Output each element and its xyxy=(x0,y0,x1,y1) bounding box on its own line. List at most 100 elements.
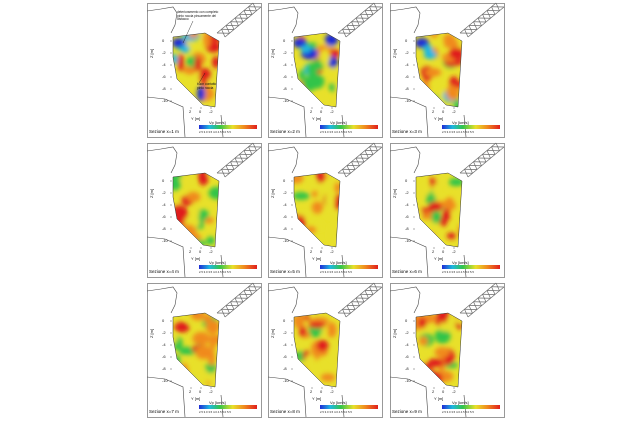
colorbar xyxy=(442,125,500,129)
section-panel: 0 -2 -4 -6 -8 -10 2 0 -2 Z [m] Y [m] Vp [km/s] 2.5 3… xyxy=(267,2,383,138)
y-tick-label: 0 xyxy=(199,389,202,394)
z-tick-label: -2 xyxy=(405,330,409,335)
y-tick-label: -2 xyxy=(330,389,334,394)
section-title: Sezione x=3 m xyxy=(392,129,422,134)
y-axis-label: Y [m] xyxy=(434,116,444,121)
colorbar-ticks: 2.5 3.0 3.5 4.0 4.5 5.0 5.5 xyxy=(442,130,474,134)
z-tick-label: -6 xyxy=(283,74,287,79)
colorbar-ticks: 2.5 3.0 3.5 4.0 4.5 5.0 5.5 xyxy=(442,410,474,414)
pylon-structure xyxy=(337,2,383,38)
z-tick-label: -4 xyxy=(405,202,409,207)
z-tick-label: -10 xyxy=(405,238,411,243)
y-tick-label: 0 xyxy=(199,249,202,254)
z-tick-label: -2 xyxy=(283,50,287,55)
z-tick-label: -8 xyxy=(162,86,166,91)
z-axis-label: Z [m] xyxy=(270,188,276,199)
colorbar xyxy=(320,125,378,129)
z-tick-label: 0 xyxy=(405,38,408,43)
pylon-structure xyxy=(337,142,383,178)
annotation-bottom: buon contatto pinto roccia xyxy=(197,82,217,90)
colorbar xyxy=(442,405,500,409)
z-tick-label: -6 xyxy=(405,74,409,79)
pylon-structure xyxy=(459,142,505,178)
y-tick-label: 2 xyxy=(189,109,192,114)
velocity-field xyxy=(416,33,462,107)
section-title: Sezione x=9 m xyxy=(392,409,422,414)
z-tick-label: -8 xyxy=(283,226,287,231)
z-tick-label: 0 xyxy=(405,178,408,183)
pylon-structure xyxy=(459,282,505,318)
section-panel: 0 -2 -4 -6 -8 -10 2 0 -2 Z [m] Y [m] Vp [km/s] 2.5 3… xyxy=(146,142,262,278)
z-tick-label: -2 xyxy=(405,190,409,195)
pylon-structure xyxy=(459,2,505,38)
z-tick-label: -10 xyxy=(405,98,411,103)
z-tick-label: -6 xyxy=(162,74,166,79)
z-axis-label: Z [m] xyxy=(149,328,155,339)
y-tick-label: -2 xyxy=(452,249,456,254)
section-panel: 0 -2 -4 -6 -8 -10 2 0 -2 Z [m] Y [m] Vp [km/s] 2.5 3… xyxy=(267,142,383,278)
section-plot xyxy=(389,142,505,278)
y-tick-label: 0 xyxy=(320,389,323,394)
pylon-structure xyxy=(337,282,383,318)
colorbar-label: Vp [km/s] xyxy=(330,400,347,405)
section-plot xyxy=(267,2,383,138)
z-tick-label: -4 xyxy=(162,342,166,347)
z-tick-label: -6 xyxy=(283,354,287,359)
colorbar xyxy=(442,265,500,269)
colorbar-ticks: 2.5 3.0 3.5 4.0 4.5 5.0 5.5 xyxy=(199,410,231,414)
section-panel: 0 -2 -4 -6 -8 -10 2 0 -2 Z [m] Y [m] Vp [km/s] 2.5 3… xyxy=(146,2,262,138)
y-axis-label: Y [m] xyxy=(191,116,201,121)
colorbar-ticks: 2.5 3.0 3.5 4.0 4.5 5.0 5.5 xyxy=(320,410,352,414)
z-tick-label: -10 xyxy=(162,98,168,103)
z-tick-label: 0 xyxy=(283,318,286,323)
y-tick-label: 2 xyxy=(189,249,192,254)
y-axis-label: Y [m] xyxy=(312,116,322,121)
z-tick-label: -10 xyxy=(162,238,168,243)
section-plot xyxy=(389,2,505,138)
z-tick-label: -8 xyxy=(405,86,409,91)
y-tick-label: 0 xyxy=(320,249,323,254)
z-axis-label: Z [m] xyxy=(392,328,398,339)
y-tick-label: -2 xyxy=(209,389,213,394)
colorbar-label: Vp [km/s] xyxy=(209,120,226,125)
z-tick-label: 0 xyxy=(162,178,165,183)
z-tick-label: -8 xyxy=(162,226,166,231)
y-tick-label: -2 xyxy=(452,109,456,114)
z-tick-label: -4 xyxy=(162,202,166,207)
colorbar-ticks: 2.5 3.0 3.5 4.0 4.5 5.0 5.5 xyxy=(320,270,352,274)
z-tick-label: -4 xyxy=(405,342,409,347)
y-tick-label: 0 xyxy=(442,389,445,394)
z-tick-label: 0 xyxy=(283,178,286,183)
colorbar-label: Vp [km/s] xyxy=(209,260,226,265)
colorbar-label: Vp [km/s] xyxy=(330,120,347,125)
z-tick-label: 0 xyxy=(405,318,408,323)
section-title: Sezione x=4 m xyxy=(149,269,179,274)
z-tick-label: -10 xyxy=(405,378,411,383)
section-plot xyxy=(389,282,505,418)
section-panel: 0 -2 -4 -6 -8 -10 2 0 -2 Z [m] Y [m] Vp [km/s] 2.5 3… xyxy=(389,2,505,138)
z-tick-label: 0 xyxy=(162,318,165,323)
velocity-field xyxy=(294,33,340,107)
colorbar-label: Vp [km/s] xyxy=(330,260,347,265)
y-tick-label: 2 xyxy=(310,249,313,254)
y-tick-label: -2 xyxy=(330,249,334,254)
annotation-top: deterioramento con completo pinto roccia… xyxy=(177,10,219,22)
z-tick-label: -10 xyxy=(283,378,289,383)
colorbar xyxy=(320,265,378,269)
y-axis-label: Y [m] xyxy=(191,256,201,261)
z-axis-label: Z [m] xyxy=(392,188,398,199)
y-axis-label: Y [m] xyxy=(434,396,444,401)
section-title: Sezione x=8 m xyxy=(270,409,300,414)
pylon-structure xyxy=(216,282,262,318)
y-tick-label: 0 xyxy=(442,249,445,254)
z-tick-label: -10 xyxy=(162,378,168,383)
z-axis-label: Z [m] xyxy=(149,48,155,59)
velocity-field xyxy=(416,173,462,247)
y-tick-label: -2 xyxy=(452,389,456,394)
colorbar-label: Vp [km/s] xyxy=(452,400,469,405)
z-tick-label: -8 xyxy=(283,86,287,91)
z-tick-label: -8 xyxy=(162,366,166,371)
z-tick-label: -2 xyxy=(283,190,287,195)
section-title: Sezione x=1 m xyxy=(149,129,179,134)
y-tick-label: 0 xyxy=(442,109,445,114)
